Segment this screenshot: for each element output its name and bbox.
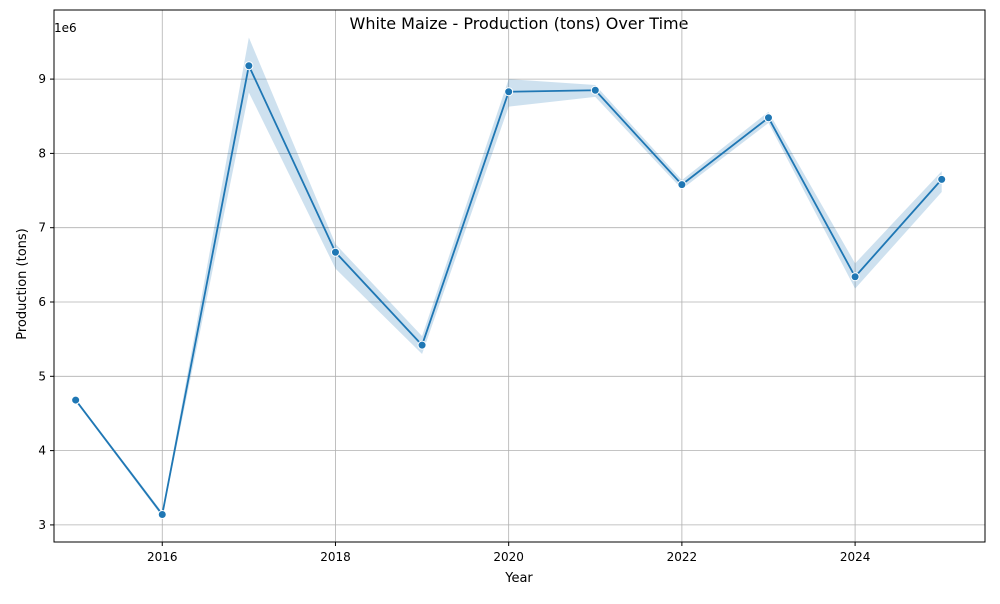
axes: 2016 2018 2020 2022 2024 3 4 5 6 7 8 9 [38, 9, 986, 564]
data-point [244, 61, 254, 71]
y-tick-label: 4 [38, 444, 46, 458]
y-axis-offset-label: 1e6 [54, 21, 77, 35]
y-tick-label: 5 [38, 369, 46, 383]
x-tick-label: 2018 [320, 550, 351, 564]
data-point [417, 340, 427, 350]
plot-frame [53, 9, 986, 543]
data-point [763, 113, 773, 123]
data-point [937, 174, 947, 184]
x-tick-label: 2016 [147, 550, 178, 564]
data-point [677, 180, 687, 190]
data-point [330, 247, 340, 257]
x-axis-label: Year [504, 571, 533, 586]
x-tick-label: 2022 [667, 550, 698, 564]
y-tick-label: 6 [38, 295, 46, 309]
x-tick-label: 2020 [493, 550, 524, 564]
data-points [71, 61, 947, 520]
chart-title: White Maize - Production (tons) Over Tim… [350, 14, 689, 33]
y-axis-label: Production (tons) [15, 228, 30, 340]
data-point [590, 85, 600, 95]
y-tick-label: 3 [38, 518, 46, 532]
y-tick-label: 8 [38, 146, 46, 160]
y-tick-label: 7 [38, 221, 46, 235]
x-tick-label: 2024 [840, 550, 871, 564]
data-point [504, 87, 514, 97]
data-point [157, 510, 167, 520]
data-point [71, 395, 81, 405]
data-point [850, 272, 860, 282]
y-tick-label: 9 [38, 72, 46, 86]
